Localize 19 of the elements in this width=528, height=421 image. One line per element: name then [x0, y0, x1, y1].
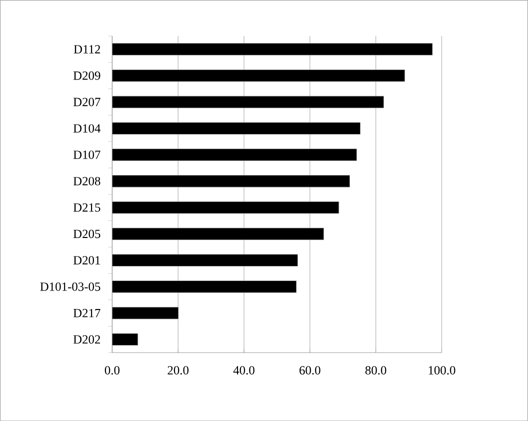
y-tick-label: D104: [73, 124, 101, 132]
y-tick-label: D207: [73, 98, 100, 106]
y-tick-label: D101-03-05: [40, 282, 100, 291]
x-tick-label: 20.0: [168, 366, 189, 374]
x-tick-label: 80.0: [365, 366, 386, 374]
y-tick-label: D202: [73, 335, 100, 344]
y-tick-label: D208: [73, 176, 100, 186]
x-tick-label: 0.0: [104, 366, 120, 374]
y-tick-label: D209: [73, 71, 100, 80]
y-tick-label: D205: [73, 230, 100, 238]
y-tick-label: D217: [73, 308, 100, 318]
x-tick-label: 40.0: [233, 366, 254, 374]
y-tick-label: D201: [73, 256, 100, 264]
y-tick-label: D112: [74, 44, 100, 54]
x-tick-label: 100.0: [428, 366, 456, 374]
y-tick-label: D215: [73, 203, 100, 212]
y-tick-label: D107: [73, 150, 100, 159]
x-tick-label: 60.0: [300, 366, 320, 374]
bar: [112, 333, 138, 346]
